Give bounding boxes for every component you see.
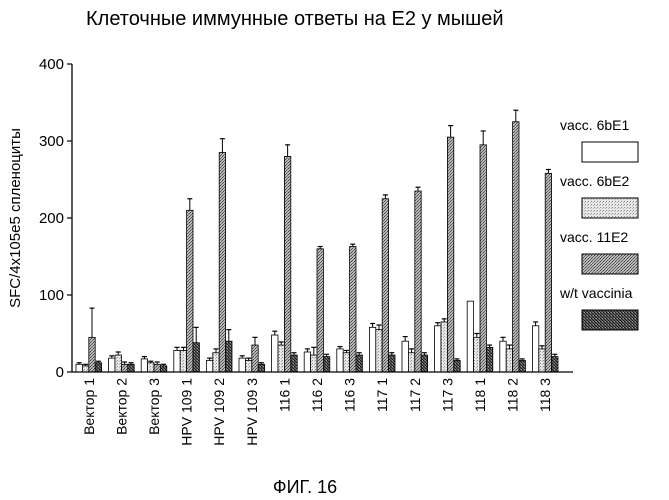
bar (408, 353, 414, 372)
bar (174, 350, 180, 372)
bar (82, 366, 88, 372)
bar (206, 360, 212, 372)
bar (486, 347, 492, 372)
bar (128, 364, 134, 372)
x-tick-label: Вектор 1 (81, 378, 97, 435)
bar (350, 246, 356, 372)
bar (109, 358, 115, 372)
bar (311, 355, 317, 372)
x-tick-label: 118 1 (472, 378, 488, 412)
bar (304, 352, 310, 372)
bar (474, 337, 480, 372)
x-tick-label: HPV 109 2 (211, 378, 227, 446)
bar (115, 355, 121, 372)
bar (284, 156, 290, 372)
bar (369, 327, 375, 372)
bar (141, 359, 147, 372)
bar (382, 199, 388, 372)
bar (337, 349, 343, 372)
figure-caption: ФИГ. 16 (273, 477, 337, 497)
bar (148, 363, 154, 372)
x-tick-label: 118 2 (505, 378, 521, 412)
legend-swatch (582, 142, 638, 162)
bar (278, 345, 284, 372)
x-tick-label: HPV 109 1 (179, 378, 195, 446)
bar (506, 349, 512, 372)
bar (513, 122, 519, 372)
chart-title: Клеточные иммунные ответы на E2 у мышей (86, 8, 504, 30)
bar (226, 341, 232, 372)
bar (258, 364, 264, 372)
x-tick-label: Вектор 3 (146, 378, 162, 435)
x-tick-label: 116 3 (342, 378, 358, 412)
y-tick-label: 400 (39, 56, 64, 73)
bar (252, 345, 258, 372)
y-tick-label: 200 (39, 210, 64, 227)
legend-label: w/t vaccinia (559, 285, 633, 301)
bar (389, 355, 395, 372)
bar (95, 363, 101, 372)
bar (441, 322, 447, 372)
bar (519, 360, 525, 372)
legend-label: vacc. 6bE1 (560, 117, 629, 133)
legend-label: vacc. 6bE2 (560, 173, 629, 189)
bar (532, 326, 538, 372)
bar (291, 355, 297, 372)
bar (415, 191, 421, 372)
bar (480, 145, 486, 372)
bar (193, 343, 199, 372)
bar (343, 353, 349, 372)
bar (552, 357, 558, 372)
bar (219, 153, 225, 372)
plot-area: 0 100 200 300 400 Вектор 1 Вектор 2 Вектор 3 HPV… (39, 56, 573, 446)
x-tick-label: 118 3 (537, 378, 553, 412)
bar (421, 355, 427, 372)
y-tick-label: 300 (39, 133, 64, 150)
y-axis-label: SFC/4x105e5 спленоциты (7, 128, 24, 308)
bar (317, 249, 323, 372)
bar (500, 341, 506, 372)
legend-swatch (582, 198, 638, 218)
bar (323, 357, 329, 372)
x-tick-label: 117 3 (439, 378, 455, 412)
bar (467, 301, 473, 372)
x-tick-label: Вектор 2 (113, 378, 129, 435)
bar (447, 137, 453, 372)
legend-swatch (582, 310, 638, 330)
x-tick-label: HPV 109 3 (244, 378, 260, 446)
bar (121, 364, 127, 372)
legend: vacc. 6bE1 vacc. 6bE2 vacc. 11E2 w/t vaccin… (559, 117, 638, 330)
y-tick-label: 100 (39, 287, 64, 304)
x-tick-label: 116 2 (309, 378, 325, 412)
bar (454, 360, 460, 372)
bar (435, 326, 441, 372)
bar (245, 360, 251, 372)
x-tick-label: 117 2 (407, 378, 423, 412)
legend-swatch (582, 254, 638, 274)
bar (89, 337, 95, 372)
bar (272, 335, 278, 372)
bar (187, 210, 193, 372)
x-tick-label: 116 1 (276, 378, 292, 412)
x-tick-label: 117 1 (374, 378, 390, 412)
bar (545, 173, 551, 372)
bar (154, 364, 160, 372)
bar (402, 341, 408, 372)
bar (180, 350, 186, 372)
legend-label: vacc. 11E2 (560, 229, 628, 245)
bar (213, 353, 219, 372)
bar (76, 364, 82, 372)
bar (160, 366, 166, 372)
bar (239, 358, 245, 372)
bar (539, 349, 545, 372)
bar (376, 330, 382, 372)
bar (356, 355, 362, 372)
y-tick-label: 0 (56, 364, 64, 381)
